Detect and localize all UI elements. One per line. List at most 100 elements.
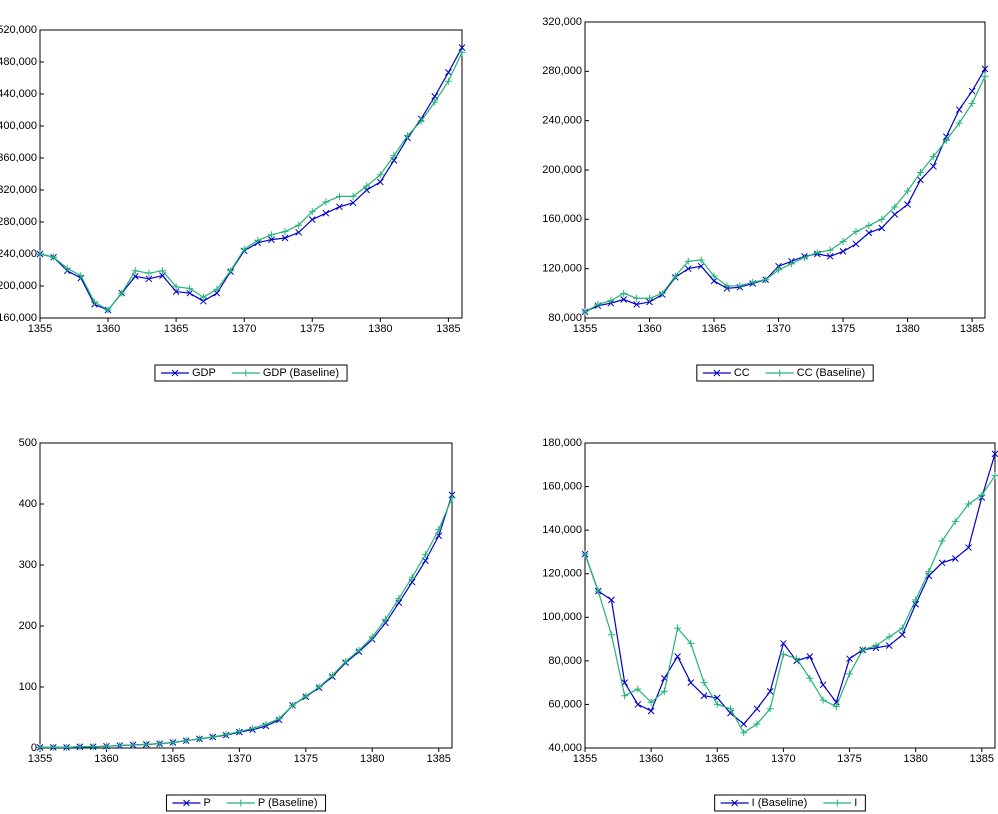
line-chart: 80,000120,000160,000200,000240,000280,00… [542, 16, 988, 381]
marker [714, 701, 721, 708]
marker [688, 680, 694, 686]
marker [866, 230, 872, 236]
marker [741, 721, 747, 727]
marker [736, 282, 743, 289]
legend-label: I (Baseline) [752, 797, 808, 809]
marker [608, 631, 615, 638]
x-tick-label: 1375 [837, 753, 861, 765]
y-tick-label: 160,000 [542, 213, 582, 225]
plot-frame [585, 22, 985, 318]
marker [445, 78, 452, 85]
series-line [585, 76, 985, 312]
y-tick-label: 200 [19, 620, 37, 632]
y-tick-label: 200,000 [542, 164, 582, 176]
x-tick-label: 1370 [232, 323, 256, 335]
y-tick-label: 440,000 [0, 88, 37, 100]
marker [254, 237, 261, 244]
chart-grid: 160,000 200,000 240,000 280,000 320,000 360,0… [0, 0, 998, 814]
marker [77, 272, 84, 279]
line-chart: 40,00060,00080,000100,000120,000140,0001… [542, 437, 998, 811]
x-tick-label: 1355 [573, 323, 597, 335]
marker [807, 654, 813, 660]
y-tick-label: 100 [19, 681, 37, 693]
marker [814, 249, 821, 256]
marker [445, 69, 451, 75]
series-line [585, 476, 995, 733]
y-tick-label: 160,000 [542, 480, 582, 492]
marker [899, 632, 905, 638]
series-line [585, 69, 985, 312]
y-tick-label: 480,000 [0, 56, 37, 68]
marker [969, 88, 975, 94]
series-line [40, 498, 452, 747]
x-tick-label: 1365 [161, 753, 185, 765]
marker [806, 675, 813, 682]
marker [377, 179, 383, 185]
legend-label: GDP [192, 367, 216, 379]
marker [309, 217, 315, 223]
marker [296, 229, 302, 235]
x-tick-label: 1360 [96, 323, 120, 335]
x-tick-label: 1385 [970, 753, 994, 765]
marker [853, 241, 859, 247]
y-tick-label: 300 [19, 559, 37, 571]
x-tick-label: 1380 [895, 323, 919, 335]
marker [939, 560, 945, 566]
x-tick-label: 1355 [28, 323, 52, 335]
y-tick-label: 240,000 [542, 115, 582, 127]
y-tick-label: 280,000 [542, 65, 582, 77]
marker [620, 290, 627, 297]
marker [621, 692, 628, 699]
marker [633, 295, 640, 302]
x-tick-label: 1375 [300, 323, 324, 335]
legend-label: CC (Baseline) [797, 367, 865, 379]
marker [801, 254, 808, 261]
y-tick-label: 60,000 [548, 698, 582, 710]
marker [249, 725, 256, 732]
marker [675, 654, 681, 660]
marker [820, 697, 827, 704]
x-tick-label: 1375 [831, 323, 855, 335]
marker [820, 682, 826, 688]
x-tick-label: 1360 [637, 323, 661, 335]
marker [905, 202, 911, 208]
marker [323, 210, 329, 216]
legend-label: CC [734, 367, 750, 379]
y-tick-label: 360,000 [0, 152, 37, 164]
x-tick-label: 1355 [28, 753, 52, 765]
marker [956, 107, 962, 113]
marker [635, 701, 641, 707]
marker [701, 679, 708, 686]
marker [917, 177, 923, 183]
x-tick-label: 1380 [903, 753, 927, 765]
x-tick-label: 1385 [426, 753, 450, 765]
marker [865, 222, 872, 229]
series-line [585, 454, 995, 724]
legend: CC CC (Baseline) [697, 365, 873, 381]
y-tick-label: 120,000 [542, 568, 582, 580]
marker [846, 670, 853, 677]
marker [992, 472, 998, 479]
y-tick-label: 100,000 [542, 611, 582, 623]
line-chart: 160,000200,000240,000280,000320,000360,0… [0, 24, 466, 381]
legend-label: I [854, 797, 857, 809]
series-line [40, 48, 462, 310]
marker [978, 492, 985, 499]
plot-frame [585, 443, 995, 748]
series-line [40, 52, 462, 310]
x-tick-label: 1385 [960, 323, 984, 335]
y-tick-label: 520,000 [0, 24, 37, 36]
marker [939, 538, 946, 545]
marker [879, 225, 885, 231]
y-tick-label: 320,000 [0, 184, 37, 196]
marker [827, 247, 834, 254]
x-tick-label: 1365 [705, 753, 729, 765]
marker [899, 625, 906, 632]
y-tick-label: 280,000 [0, 216, 37, 228]
x-tick-label: 1380 [360, 753, 384, 765]
marker [788, 260, 795, 267]
plot-frame [40, 30, 462, 318]
legend: PP (Baseline) [166, 795, 325, 811]
